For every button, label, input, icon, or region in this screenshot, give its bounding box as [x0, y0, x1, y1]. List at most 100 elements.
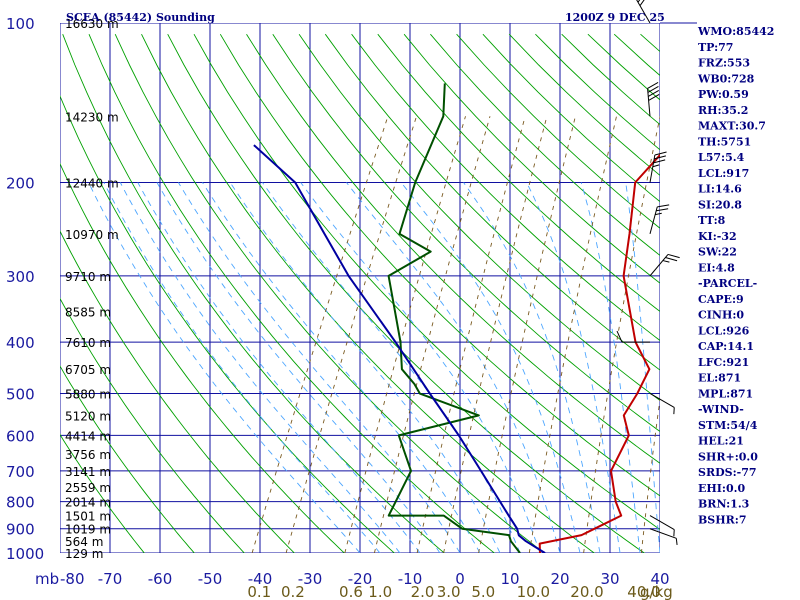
- temperature-tick-label: -10: [398, 570, 423, 588]
- dry-adiabat-line: [298, 33, 660, 401]
- index-item: LI:14.6: [698, 183, 742, 196]
- index-item: EHI:0.0: [698, 482, 745, 495]
- index-item: WMO:85442: [697, 25, 774, 38]
- height-label: 564 m: [65, 535, 103, 549]
- wind-barb-layer: [616, 0, 680, 546]
- moist-adiabat-line: [463, 182, 601, 553]
- height-label: 3141 m: [65, 465, 111, 479]
- moist-adiabat-line: [88, 182, 361, 553]
- temperature-tick-label: -20: [348, 570, 373, 588]
- index-item: LFC:921: [698, 356, 749, 369]
- wind-barb-staff: [649, 393, 675, 408]
- pressure-tick-label: 100: [6, 15, 35, 33]
- wind-barb-half-flag: [673, 529, 675, 537]
- height-label: 2014 m: [65, 496, 111, 510]
- dry-adiabat-line: [60, 297, 245, 553]
- grid-layer: [60, 23, 800, 564]
- mixing-ratio-line: [583, 116, 660, 553]
- index-item: RH:35.2: [698, 104, 748, 117]
- index-item: LCL:917: [698, 167, 749, 180]
- dry-adiabat-line: [430, 33, 660, 256]
- dry-adiabat-line: [193, 33, 660, 531]
- wind-barb-flag: [648, 90, 660, 97]
- temperature-tick-label: -30: [298, 570, 323, 588]
- index-item: MPL:871: [698, 387, 753, 400]
- wind-barb-flag: [667, 253, 680, 259]
- index-item: SW:22: [698, 246, 737, 259]
- wind-barb: [635, 0, 651, 24]
- moist-adiabat-line: [119, 182, 401, 553]
- height-label: 16630 m: [65, 17, 119, 31]
- dry-adiabat-line: [60, 433, 145, 553]
- index-item: LCL:926: [698, 324, 750, 337]
- moist-adiabat-line: [526, 182, 621, 553]
- wind-barb-staff: [649, 154, 656, 183]
- index-item: STM:54/4: [698, 419, 758, 432]
- dry-adiabat-line: [219, 33, 660, 497]
- temperature-tick-label: -70: [98, 570, 123, 588]
- height-label: 4414 m: [65, 429, 111, 443]
- wind-barb: [647, 82, 660, 117]
- index-item: EI:4.8: [698, 261, 735, 274]
- temperature-tick-label: 20: [550, 570, 569, 588]
- dry-adiabat-line: [772, 34, 800, 564]
- dry-adiabat-line: [114, 34, 545, 553]
- dry-adiabat-line: [60, 365, 195, 553]
- wind-barb-flag: [637, 0, 646, 3]
- wind-barb: [649, 151, 667, 183]
- index-item: -WIND-: [698, 403, 744, 416]
- mixing-ratio-label: 20.0: [570, 583, 603, 600]
- pressure-tick-label: 600: [6, 427, 35, 445]
- temperature-tick-label: -40: [248, 570, 273, 588]
- chart-title: SCEA (85442) Sounding: [66, 11, 215, 24]
- wind-barb-flag: [647, 82, 659, 89]
- temperature-tick-label: 0: [455, 570, 465, 588]
- dry-adiabat-line: [60, 230, 295, 553]
- mixing-ratio-label: 10.0: [517, 583, 550, 600]
- chart-datetime: 1200Z 9 DEC 25: [565, 11, 665, 24]
- wind-barb-half-flag: [652, 164, 660, 168]
- wind-barb: [649, 253, 680, 277]
- dry-adiabat-line: [403, 33, 660, 284]
- mixing-ratio-label: 1.0: [368, 583, 392, 600]
- pressure-tick-label: 800: [6, 494, 35, 512]
- height-label: 12440 m: [65, 177, 119, 191]
- dry-adiabat-line: [746, 34, 800, 564]
- temperature-tick-label: 10: [500, 570, 519, 588]
- wind-barb-flag: [647, 86, 659, 93]
- moist-adiabat-line: [262, 182, 521, 553]
- wind-barb-staff: [649, 206, 658, 235]
- index-item: WB0:728: [697, 72, 755, 85]
- moist-adiabat-line: [400, 182, 581, 553]
- wind-barb: [616, 330, 650, 343]
- height-label: 129 m: [65, 547, 103, 561]
- moist-adiabat-line: [202, 182, 481, 553]
- index-item: PW:0.59: [698, 88, 749, 101]
- wind-barb-flag: [653, 159, 666, 164]
- wind-barb: [649, 393, 675, 415]
- moist-adiabat-line: [346, 182, 561, 553]
- index-item: BSHR:7: [698, 513, 747, 526]
- dry-adiabat-line: [88, 34, 496, 553]
- dry-adiabat-line: [482, 33, 660, 203]
- dry-adiabat-line: [167, 33, 646, 553]
- height-label: 3756 m: [65, 448, 111, 462]
- parcel-profile-line: [253, 144, 546, 553]
- index-item: L57:5.4: [698, 151, 745, 164]
- mixing-ratio-label: 5.0: [471, 583, 495, 600]
- wind-barb: [649, 515, 675, 537]
- dewpoint-profile-line: [387, 83, 521, 553]
- mixing-ratio-line: [640, 396, 660, 553]
- wind-barb-half-flag: [662, 260, 670, 263]
- pressure-tick-label: 1000: [6, 545, 44, 563]
- height-label: 9710 m: [65, 270, 111, 284]
- index-item: CINH:0: [698, 309, 744, 322]
- mixing-ratio-label: 0.2: [281, 583, 305, 600]
- moist-adiabat-line: [580, 182, 641, 553]
- mixing-ratio-line: [251, 116, 389, 553]
- pressure-tick-label: 500: [6, 385, 35, 403]
- index-item: EL:871: [698, 372, 741, 385]
- dry-adiabat-line: [377, 33, 660, 313]
- wind-barb-flag: [648, 94, 660, 101]
- index-item: BRN:1.3: [698, 498, 749, 511]
